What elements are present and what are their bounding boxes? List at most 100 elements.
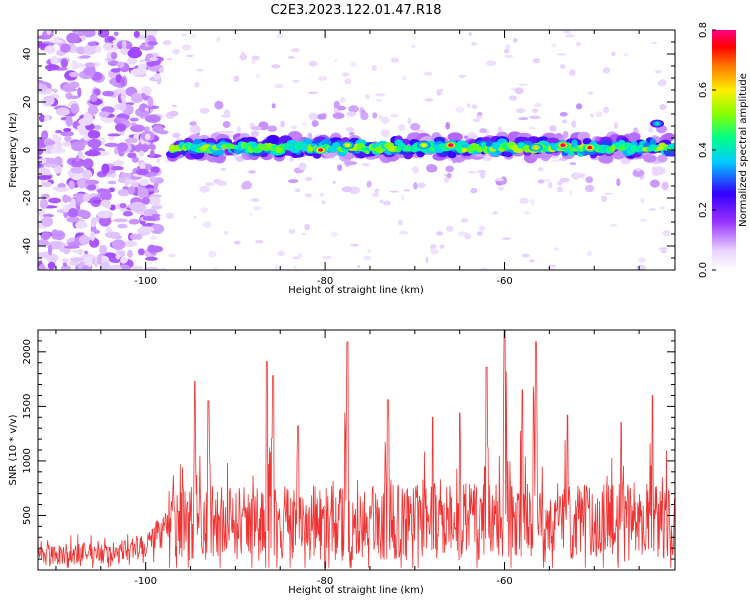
heatmap-cell: [150, 223, 165, 234]
heatmap-cell: [513, 37, 518, 43]
heatmap-cell: [647, 128, 654, 133]
heatmap-cell: [147, 245, 163, 253]
heatmap-cell: [143, 126, 150, 133]
heatmap-cell: [139, 178, 149, 187]
heatmap-cell: [42, 213, 55, 218]
heatmap-cell: [628, 132, 641, 142]
heatmap-cell: [267, 125, 278, 132]
heatmap-cell: [277, 250, 285, 257]
heatmap-cell: [545, 179, 550, 183]
heatmap-cell: [120, 77, 126, 87]
heatmap-cell: [350, 61, 357, 67]
heatmap-cell: [548, 181, 553, 189]
heatmap-cell: [288, 179, 299, 184]
heatmap-cell: [332, 181, 336, 184]
heatmap-cell: [330, 231, 338, 238]
heatmap-cell: [304, 176, 313, 182]
heatmap-cell: [122, 210, 133, 217]
heatmap-cell: [537, 179, 545, 184]
heatmap-cell: [107, 60, 119, 67]
heatmap-cell: [86, 183, 97, 191]
heatmap-cell: [532, 108, 539, 114]
heatmap-cell: [120, 92, 127, 102]
heatmap-cell: [127, 56, 137, 65]
heatmap-cell: [84, 44, 98, 55]
heatmap-cell: [162, 40, 172, 46]
heatmap-cell: [76, 194, 85, 203]
heatmap-cell: [127, 152, 137, 159]
heatmap-cell: [402, 75, 407, 81]
heatmap-cell: [144, 39, 150, 48]
heatmap-cell: [181, 44, 192, 51]
heatmap-cell: [181, 33, 187, 37]
heatmap-cell: [304, 193, 312, 198]
heatmap-cell: [562, 130, 569, 139]
heatmap-cell: [399, 230, 409, 235]
heatmap-cell: [271, 64, 281, 69]
heatmap-cell: [448, 143, 454, 147]
heatmap-cell: [390, 57, 399, 63]
heatmap-cell: [560, 143, 566, 147]
heatmap-cell: [649, 179, 660, 188]
heatmap-cell: [423, 71, 433, 76]
heatmap-cell: [671, 142, 675, 149]
heatmap-cell: [53, 165, 63, 174]
heatmap-cell: [345, 127, 355, 132]
heatmap-cell: [38, 158, 47, 164]
heatmap-cell: [551, 159, 561, 162]
heatmap-cell: [53, 156, 63, 167]
heatmap-cell: [195, 68, 204, 72]
heatmap-cell: [55, 233, 64, 237]
heatmap-cell: [659, 104, 667, 111]
heatmap-cell: [127, 48, 142, 59]
heatmap-cell: [455, 106, 465, 113]
heatmap-cell: [126, 249, 133, 258]
heatmap-cell: [87, 41, 97, 47]
heatmap-cell: [248, 170, 256, 174]
heatmap-cell: [38, 175, 52, 180]
heatmap-cell: [82, 158, 94, 169]
heatmap-cell: [291, 80, 300, 83]
heatmap-cell: [433, 136, 446, 144]
heatmap-cell: [623, 53, 629, 56]
heatmap-cell: [138, 150, 145, 157]
heatmap-cell: [202, 221, 212, 229]
heatmap-cell: [151, 205, 162, 210]
heatmap-cell: [45, 139, 56, 146]
heatmap-cell: [468, 32, 472, 37]
heatmap-cell: [461, 218, 469, 223]
heatmap-cell: [429, 244, 437, 249]
heatmap-cell: [266, 134, 280, 146]
heatmap-cell: [157, 267, 167, 270]
heatmap-cell: [250, 198, 260, 202]
heatmap-cell: [371, 65, 377, 71]
heatmap-cell: [62, 194, 69, 203]
heatmap-cell: [403, 189, 411, 192]
y-tick-label: 0: [22, 147, 33, 153]
y-tick-label: -40: [22, 238, 33, 254]
snr-x-axis-label: Height of straight line (km): [288, 585, 424, 596]
y-tick-label: 20: [22, 96, 33, 109]
heatmap-cell: [128, 218, 140, 225]
heatmap-cell: [115, 123, 127, 132]
heatmap-cell: [638, 257, 646, 263]
heatmap-cell: [307, 132, 313, 140]
heatmap-cell: [317, 76, 328, 81]
heatmap-cell: [349, 131, 355, 136]
heatmap-cell: [69, 81, 80, 89]
heatmap-cell: [660, 206, 665, 210]
spectrogram-axes: -100 -80 -60 -40 -20 0 20 40: [22, 30, 675, 287]
heatmap-cell: [389, 190, 399, 193]
heatmap-cell: [575, 42, 581, 47]
heatmap-cell: [65, 115, 73, 127]
heatmap-cell: [97, 254, 102, 265]
x-tick-label: -80: [317, 576, 333, 587]
heatmap-cell: [337, 164, 343, 172]
heatmap-cell: [447, 151, 457, 159]
heatmap-cell: [643, 154, 657, 163]
heatmap-cell: [84, 179, 100, 185]
heatmap-cell: [571, 120, 577, 128]
heatmap-cell: [189, 121, 197, 127]
snr-series-line: [38, 330, 675, 568]
heatmap-cell: [287, 56, 296, 59]
